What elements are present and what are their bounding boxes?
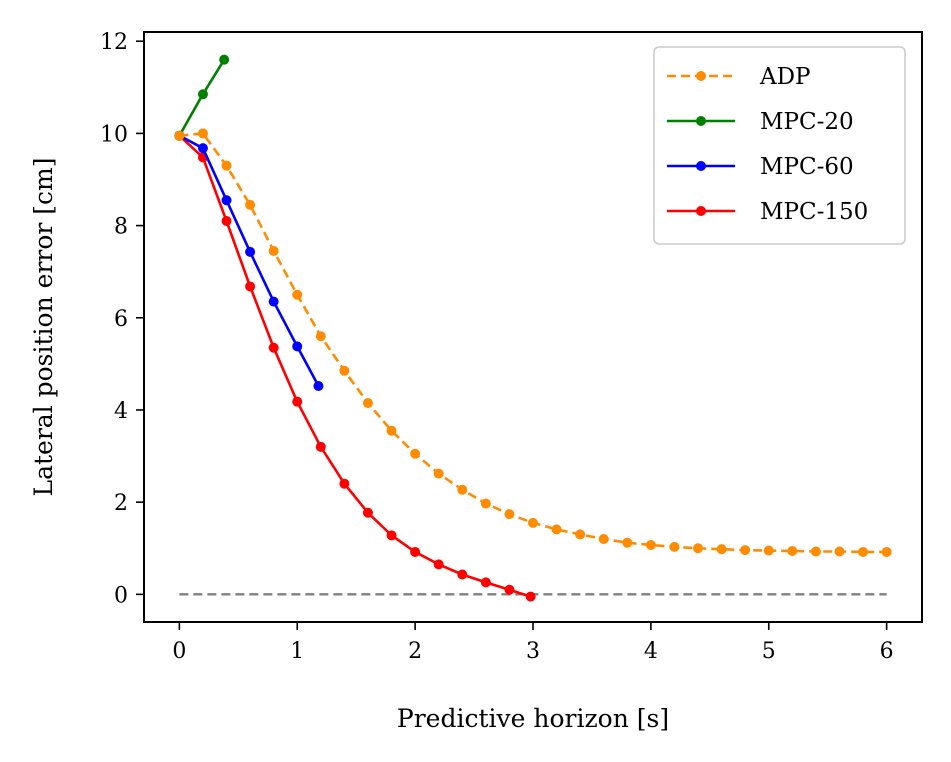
data-point — [221, 215, 232, 226]
y-tick-label: 4 — [114, 399, 128, 424]
legend-marker — [696, 206, 706, 216]
legend-item: MPC-20 — [667, 109, 854, 135]
data-point — [575, 529, 586, 540]
data-point — [810, 546, 821, 557]
data-point — [174, 130, 185, 141]
data-point — [292, 396, 303, 407]
data-point — [834, 546, 845, 557]
legend-box — [653, 46, 906, 245]
x-tick-label: 2 — [408, 639, 422, 664]
data-point — [528, 517, 538, 528]
x-tick-label: 1 — [290, 639, 304, 664]
data-point — [315, 441, 326, 452]
x-axis: 0 1 2 3 4 5 6 — [172, 622, 894, 664]
legend-marker — [696, 71, 706, 81]
series-adp — [174, 128, 892, 557]
data-point — [362, 507, 373, 518]
data-point — [881, 546, 892, 557]
data-point — [645, 540, 656, 551]
y-tick-label: 8 — [114, 215, 128, 240]
legend-item: MPC-60 — [667, 154, 854, 180]
data-point — [504, 509, 515, 520]
data-point — [457, 484, 468, 495]
data-point — [386, 530, 397, 541]
x-tick-label: 0 — [172, 639, 186, 664]
data-point — [386, 425, 397, 436]
data-point — [598, 534, 609, 545]
data-point — [410, 546, 421, 557]
data-point — [292, 289, 303, 300]
data-point — [433, 559, 444, 570]
x-tick-label: 5 — [762, 639, 776, 664]
x-axis-label: Predictive horizon [s] — [397, 704, 669, 733]
data-point — [504, 584, 515, 595]
data-point — [292, 341, 303, 352]
legend-label: MPC-20 — [760, 109, 854, 135]
legend-marker — [696, 116, 706, 126]
data-point — [457, 569, 468, 580]
y-tick-label: 10 — [100, 122, 128, 147]
x-tick-label: 6 — [880, 639, 894, 664]
data-point — [669, 541, 680, 552]
data-point — [551, 524, 562, 535]
legend: ADP MPC-20 MPC-60 MPC-150 — [653, 46, 906, 245]
data-point — [221, 195, 232, 206]
x-tick-label: 3 — [526, 639, 540, 664]
data-point — [339, 365, 350, 376]
plot-area — [174, 54, 892, 602]
data-point — [313, 381, 324, 391]
data-point — [410, 448, 421, 459]
y-axis: 0 2 4 6 8 10 12 — [100, 30, 144, 608]
data-point — [362, 398, 373, 409]
data-point — [622, 537, 633, 548]
data-point — [197, 143, 208, 154]
legend-label: MPC-60 — [760, 154, 854, 180]
data-point — [245, 281, 256, 292]
legend-item: ADP — [667, 64, 811, 90]
data-point — [219, 54, 230, 65]
data-point — [245, 199, 256, 210]
x-tick-label: 4 — [644, 639, 658, 664]
y-axis-label: Lateral position error [cm] — [29, 157, 58, 496]
data-point — [197, 89, 208, 100]
data-point — [433, 468, 444, 479]
data-point — [221, 160, 232, 171]
data-point — [693, 543, 704, 554]
data-point — [339, 478, 350, 489]
data-point — [315, 331, 326, 342]
data-point — [268, 342, 279, 353]
y-tick-label: 2 — [114, 491, 128, 516]
data-point — [245, 246, 256, 257]
data-point — [268, 245, 279, 256]
y-tick-label: 12 — [100, 30, 128, 55]
y-tick-label: 0 — [114, 583, 128, 608]
data-point — [268, 296, 279, 307]
data-point — [197, 128, 208, 139]
legend-label: MPC-150 — [760, 199, 868, 225]
y-tick-label: 6 — [114, 307, 128, 332]
data-point — [480, 577, 491, 588]
data-point — [716, 544, 727, 555]
series-line — [178, 134, 532, 598]
legend-item: MPC-150 — [667, 199, 868, 225]
legend-label: ADP — [759, 64, 811, 90]
data-point — [480, 498, 491, 509]
data-point — [763, 545, 774, 556]
data-point — [858, 546, 869, 557]
data-point — [740, 545, 751, 556]
legend-marker — [696, 161, 706, 171]
data-point — [525, 591, 536, 602]
data-point — [787, 546, 798, 557]
